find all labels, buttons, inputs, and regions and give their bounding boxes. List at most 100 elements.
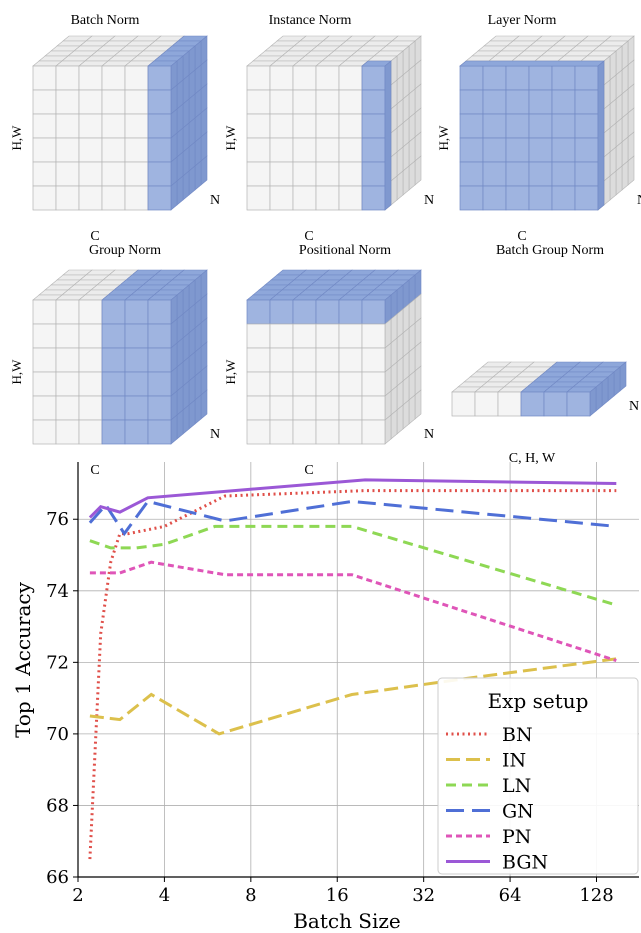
cube-cell [56, 324, 79, 348]
x-tick-label: 8 [245, 885, 256, 906]
cube-cell [102, 300, 125, 324]
cube-cell [293, 90, 316, 114]
cube-cell [33, 138, 56, 162]
panel-xlabel: C [517, 229, 526, 244]
cube-cell [362, 300, 385, 324]
cube-cell [316, 372, 339, 396]
cube-cell [247, 114, 270, 138]
cube-cell [339, 300, 362, 324]
cube-cell [79, 186, 102, 210]
cube-cell [270, 324, 293, 348]
legend-label: LN [502, 775, 531, 797]
cube-side-facet [177, 176, 183, 205]
cube-cell [33, 162, 56, 186]
panel-title: Instance Norm [269, 13, 352, 28]
cube-cell [316, 138, 339, 162]
cube-cell [316, 300, 339, 324]
cube-cell [362, 324, 385, 348]
cube-cell [316, 396, 339, 420]
cube-cell [544, 392, 567, 416]
cube-cell [247, 420, 270, 444]
cube-cell [33, 348, 56, 372]
cube-cell [270, 300, 293, 324]
cube-cell [79, 162, 102, 186]
cube-cell [125, 324, 148, 348]
cube-cell [575, 90, 598, 114]
cube-cell [79, 324, 102, 348]
cube-cell [552, 186, 575, 210]
cube-cell [79, 90, 102, 114]
panel-xlabel: C [90, 463, 99, 478]
legend-label: GN [502, 801, 534, 823]
cube-cell [575, 138, 598, 162]
panel-xlabel: C, H, W [509, 451, 556, 466]
panel-xlabel: C [304, 229, 313, 244]
cube-side-facet [201, 156, 207, 185]
cube-cell [460, 114, 483, 138]
panel-ylabel: H,W [436, 125, 451, 151]
cube-cell [293, 114, 316, 138]
cube-cell [247, 186, 270, 210]
cube-cell [362, 66, 385, 90]
cube-cell [79, 396, 102, 420]
cube-cell [567, 392, 590, 416]
cube-side-facet [183, 405, 189, 434]
cube-cell [102, 138, 125, 162]
cube-cell [339, 396, 362, 420]
cube-cell [270, 348, 293, 372]
cube-cell [56, 372, 79, 396]
cube-cell [339, 324, 362, 348]
cube-cell [293, 138, 316, 162]
cube-cell [270, 396, 293, 420]
cube-side-facet [195, 395, 201, 424]
panel-title: Positional Norm [299, 243, 391, 258]
cube-cell [56, 186, 79, 210]
cube-cell [293, 396, 316, 420]
cube-cell [247, 162, 270, 186]
panel-ylabel: H,W [223, 125, 238, 151]
cube-cell [102, 90, 125, 114]
y-tick-label: 70 [46, 724, 69, 745]
cube-cell [148, 114, 171, 138]
cube-cell [33, 90, 56, 114]
cube-cell [362, 348, 385, 372]
cube-cell [293, 300, 316, 324]
cube-cell [293, 324, 316, 348]
x-axis-label: Batch Size [293, 909, 401, 933]
cube-cell [102, 162, 125, 186]
cube-cell [293, 348, 316, 372]
cube-cell [362, 372, 385, 396]
cube-cell [552, 162, 575, 186]
cube-cell [148, 300, 171, 324]
panel-zlabel: N [210, 427, 220, 442]
cube-cell [247, 90, 270, 114]
cube-cell [125, 372, 148, 396]
panel-instance-norm: Instance Norm H,W C N [223, 13, 434, 244]
cube-side-facet [403, 400, 409, 429]
cube-cell [460, 138, 483, 162]
cube-cell [148, 372, 171, 396]
cube-cell [125, 420, 148, 444]
cube-cell [33, 396, 56, 420]
x-tick-label: 128 [579, 885, 613, 906]
cube-side-facet [604, 176, 610, 205]
cube-cell [247, 396, 270, 420]
panel-zlabel: N [424, 193, 434, 208]
cube-cell [247, 300, 270, 324]
panel-zlabel: N [637, 193, 641, 208]
cube-cell [102, 186, 125, 210]
panel-ylabel: H,W [223, 359, 238, 385]
cube-cell [79, 420, 102, 444]
cube-cell [33, 114, 56, 138]
cube-cell [33, 420, 56, 444]
cube-cell [575, 186, 598, 210]
cube-cell [270, 90, 293, 114]
cube-cell [125, 396, 148, 420]
cube-cell [339, 348, 362, 372]
cube-cell [316, 66, 339, 90]
cube-side-facet [590, 387, 596, 416]
cube-cell [102, 420, 125, 444]
cube-cell [506, 186, 529, 210]
